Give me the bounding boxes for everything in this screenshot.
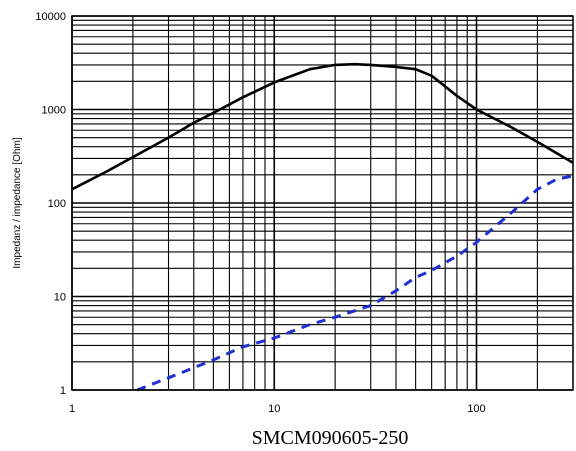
x-tick-label: 100 [467,403,485,415]
y-tick-label: 1000 [42,105,66,117]
series-line-2 [136,174,574,392]
chart-caption: SMCM090605-250 [252,427,409,449]
x-tick-label: 10 [268,403,280,415]
y-tick-label: 1 [60,385,66,397]
y-axis-label: Impedanz / impedance [Ohm] [12,137,23,268]
y-tick-labels: 1 10 100 1000 10000 [35,11,66,397]
x-tick-label: 1 [69,403,75,415]
series-layer [71,62,574,392]
y-tick-label: 10 [54,292,66,304]
y-tick-label: 10000 [35,11,66,23]
y-tick-label: 100 [48,198,66,210]
grid [71,15,574,391]
plot-frame [71,15,574,391]
x-tick-labels: 1 10 100 [69,403,486,415]
series-line-1 [71,62,574,191]
